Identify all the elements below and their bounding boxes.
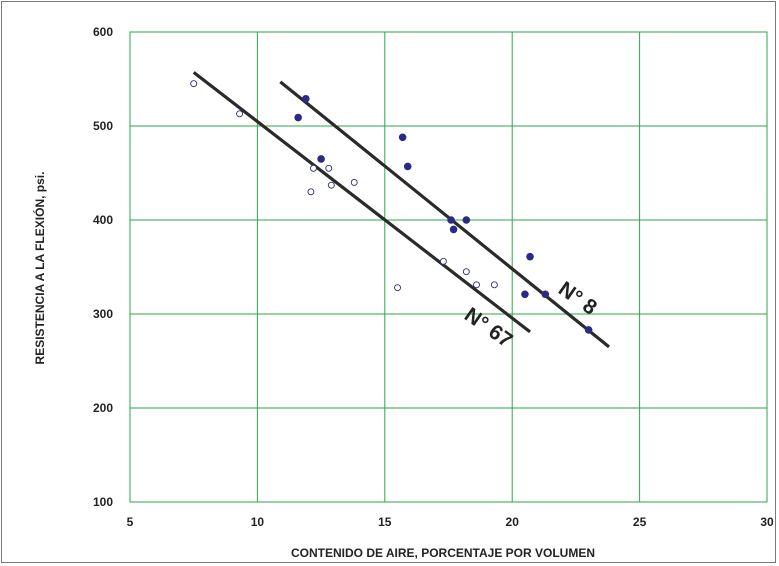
point-filled-9 xyxy=(521,290,529,299)
point-open-10 xyxy=(490,281,498,289)
x-tick-label-25: 25 xyxy=(633,515,647,529)
x-tick-label-5: 5 xyxy=(127,515,134,529)
x-tick-label-15: 15 xyxy=(378,515,392,529)
point-open-6 xyxy=(350,178,358,186)
y-tick-label-100: 100 xyxy=(93,495,113,509)
trend-line-1 xyxy=(192,71,532,334)
series-label-n8: N° 8 xyxy=(554,277,601,320)
trend-line-0 xyxy=(279,80,611,349)
y-tick-label-600: 600 xyxy=(93,25,113,39)
y-axis-label: RESISTENCIA A LA FLEXIÓN, psi. xyxy=(32,172,47,365)
point-filled-5 xyxy=(447,216,455,224)
y-tick-label-500: 500 xyxy=(93,119,113,133)
data-points xyxy=(190,80,593,334)
point-open-11 xyxy=(394,284,401,292)
x-tick-label-10: 10 xyxy=(251,515,265,529)
point-filled-8 xyxy=(526,252,534,261)
point-filled-0 xyxy=(302,94,310,103)
plot-border xyxy=(129,31,768,503)
point-filled-7 xyxy=(449,225,458,234)
x-tick-label-30: 30 xyxy=(760,515,774,529)
y-tick-label-300: 300 xyxy=(93,307,113,321)
y-tick-label-200: 200 xyxy=(93,401,113,415)
point-open-9 xyxy=(473,281,480,289)
point-filled-3 xyxy=(317,155,325,163)
point-open-0 xyxy=(190,80,198,88)
point-filled-1 xyxy=(294,113,302,122)
point-open-8 xyxy=(462,268,470,276)
point-open-7 xyxy=(439,257,447,265)
x-axis-label: CONTENIDO DE AIRE, PORCENTAJE POR VOLUME… xyxy=(291,546,595,560)
series-label-n67: N° 67 xyxy=(460,303,516,352)
point-filled-11 xyxy=(584,326,593,334)
y-tick-label-400: 400 xyxy=(93,213,113,227)
point-open-5 xyxy=(327,181,335,189)
point-filled-2 xyxy=(398,133,407,142)
point-filled-4 xyxy=(403,162,412,171)
point-open-3 xyxy=(325,164,333,172)
point-open-4 xyxy=(307,188,315,196)
x-tick-label-20: 20 xyxy=(506,515,520,529)
point-open-1 xyxy=(236,110,244,118)
point-filled-10 xyxy=(541,290,550,299)
point-filled-6 xyxy=(462,216,471,224)
point-open-2 xyxy=(310,164,317,172)
axes: 5 10 15 20 25 30 100 200 300 400 500 600 xyxy=(93,25,774,529)
trend-lines xyxy=(192,71,611,349)
